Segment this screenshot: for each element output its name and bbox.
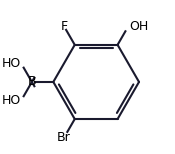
Text: B: B — [28, 75, 36, 88]
Text: Br: Br — [57, 131, 71, 144]
Text: F: F — [61, 20, 68, 33]
Text: HO: HO — [2, 94, 21, 107]
Text: OH: OH — [129, 20, 148, 33]
Text: HO: HO — [2, 57, 21, 70]
